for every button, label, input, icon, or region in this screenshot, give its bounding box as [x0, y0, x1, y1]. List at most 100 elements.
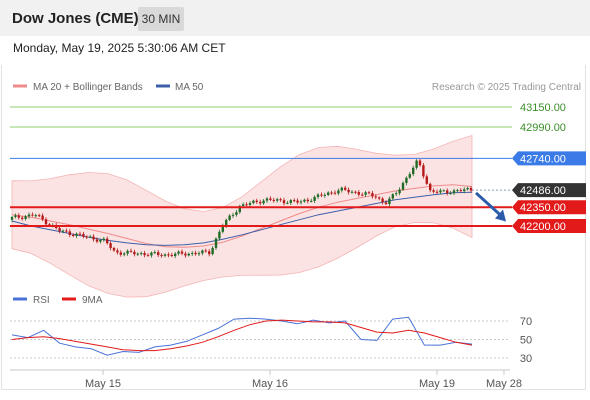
candle-body — [129, 250, 133, 252]
candle-body — [225, 219, 228, 226]
candle-body — [425, 176, 428, 184]
candle-body — [17, 215, 20, 218]
candle-body — [65, 230, 68, 232]
candle-body — [38, 215, 41, 217]
candle-body — [248, 203, 252, 205]
price-levels: 43150.00 42990.00 42740.00 42486.00 42350.00… — [10, 102, 586, 233]
timeframe-button[interactable]: 30 MIN — [138, 7, 184, 31]
candle-body — [418, 160, 422, 166]
forecast-arrow-head — [495, 209, 506, 222]
candle-body — [242, 204, 245, 206]
candle-body — [371, 193, 374, 197]
candle-body — [279, 199, 282, 201]
candle-body — [422, 165, 425, 177]
candle-body — [306, 199, 309, 202]
candle-body — [24, 216, 27, 219]
candle-body — [72, 234, 75, 236]
candle-body — [174, 253, 177, 257]
candle-body — [218, 231, 221, 239]
x-tick-label: May 15 — [85, 378, 121, 390]
bollinger-band-area — [11, 134, 473, 298]
candle-body — [238, 205, 241, 213]
candle-body — [160, 255, 163, 257]
candle-body — [61, 230, 65, 232]
candle-body — [116, 250, 119, 253]
candle-body — [449, 193, 452, 195]
candle-body — [337, 190, 340, 194]
level-tag-42740.00 — [512, 151, 586, 166]
candle-body — [395, 193, 398, 195]
ma50-legend-swatch — [156, 84, 170, 88]
rsi-tick-30: 30 — [520, 353, 532, 365]
header-bar: Dow Jones (CME) 30 MIN — [0, 0, 590, 36]
candle-body — [357, 192, 360, 195]
forecast-arrow-shaft — [474, 191, 504, 218]
level-label-42740.00: 42740.00 — [520, 153, 566, 165]
candle-body — [252, 200, 255, 204]
bollinger-bands — [11, 134, 473, 298]
candle-body — [350, 191, 354, 193]
candle-body — [388, 198, 391, 205]
candle-body — [184, 253, 187, 256]
candle-body — [82, 234, 85, 237]
candle-body — [439, 190, 442, 193]
candle-body — [150, 252, 153, 256]
candle-body — [235, 212, 238, 215]
candle-body — [228, 215, 231, 220]
candle-body — [401, 182, 405, 190]
candle-body — [95, 239, 99, 242]
candle-body — [429, 183, 432, 191]
candle-body — [452, 190, 456, 194]
candle-body — [316, 194, 320, 197]
candle-body — [286, 202, 289, 204]
candle-body — [354, 191, 357, 193]
candle-body — [463, 189, 466, 192]
candle-body — [296, 200, 299, 203]
candle-body — [408, 174, 411, 178]
x-tick-label: May 28 — [486, 378, 522, 390]
candle-body — [143, 253, 146, 256]
candle-body — [456, 190, 459, 192]
candle-body — [136, 253, 139, 255]
ma9-legend-swatch — [62, 297, 76, 301]
rsi-panel: 70 50 30 — [10, 316, 532, 365]
candle-body — [31, 214, 34, 216]
candle-body — [41, 215, 44, 220]
bollinger-legend-swatch — [13, 84, 27, 88]
candle-body — [265, 198, 269, 201]
candle-body — [10, 217, 14, 220]
candle-body — [231, 214, 235, 216]
ma20-line — [11, 184, 473, 248]
candle-body — [262, 200, 265, 204]
x-tick-label: May 19 — [419, 378, 455, 390]
candle-body — [201, 250, 204, 254]
level-label-42350.00: 42350.00 — [520, 202, 566, 214]
candle-body — [14, 215, 17, 218]
candle-body — [109, 243, 112, 249]
candle-body — [405, 177, 408, 183]
candle-body — [85, 236, 88, 238]
candle-body — [330, 192, 333, 194]
level-tag-42350.00 — [512, 200, 586, 215]
candle-body — [170, 254, 173, 257]
level-label-42200.00: 42200.00 — [520, 221, 566, 233]
rsi-tick-50: 50 — [520, 335, 532, 347]
candle-body — [221, 225, 224, 232]
candle-body — [378, 197, 381, 199]
candle-body — [34, 215, 37, 217]
ma50-line — [11, 191, 473, 246]
candle-body — [412, 167, 415, 175]
level-tag-42200.00 — [512, 219, 586, 233]
candle-body — [384, 202, 388, 205]
candle-body — [48, 224, 51, 226]
rsi-tick-70: 70 — [520, 316, 532, 328]
candle-body — [364, 192, 367, 195]
candle-body — [214, 238, 218, 248]
candle-body — [157, 252, 160, 256]
candle-body — [466, 188, 469, 190]
candle-body — [442, 190, 445, 192]
candle-body — [255, 200, 258, 202]
candle-body — [344, 187, 347, 190]
candle-body — [259, 201, 262, 204]
